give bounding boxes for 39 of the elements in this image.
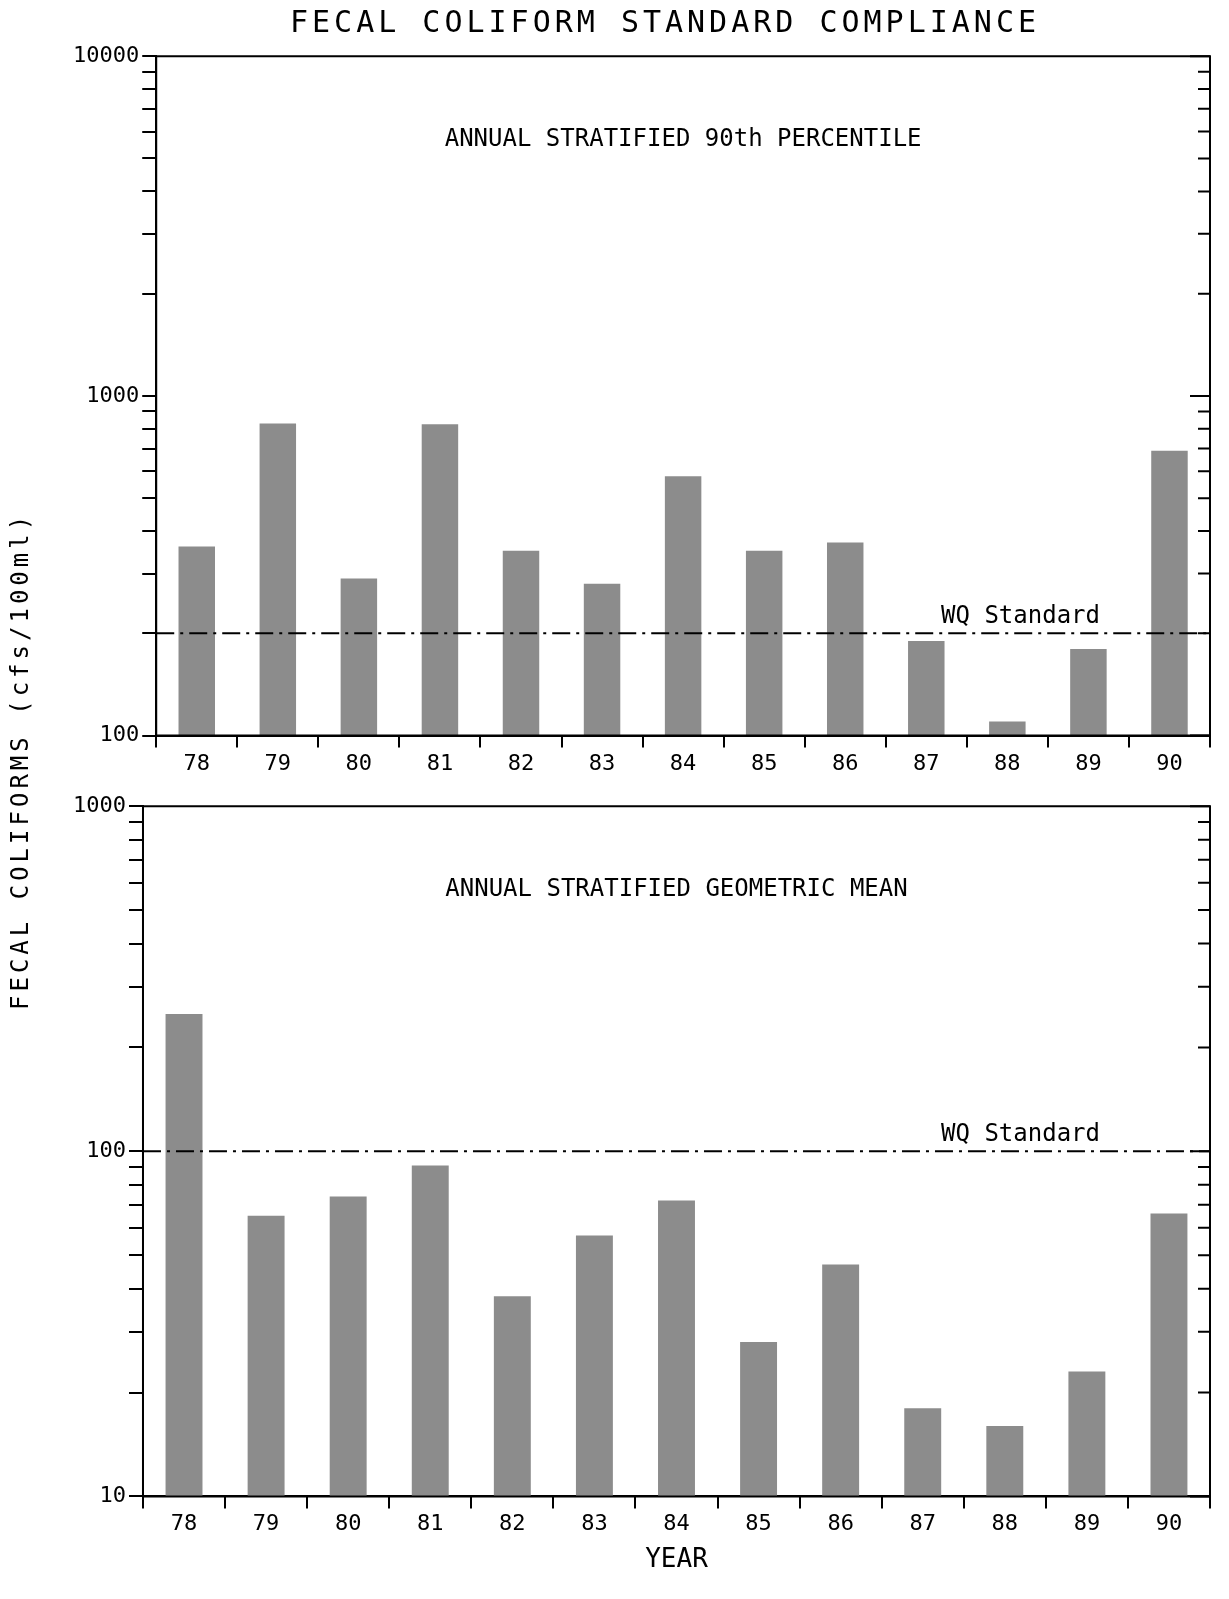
x-axis-title: YEAR bbox=[645, 1543, 709, 1574]
x-tick-label: 86 bbox=[831, 749, 859, 775]
y-tick-label: 1000 bbox=[86, 381, 140, 407]
x-tick-label: 88 bbox=[991, 1510, 1019, 1536]
x-tick-label: 84 bbox=[663, 1510, 690, 1536]
x-tick-label: 84 bbox=[669, 749, 697, 775]
x-tick-label: 79 bbox=[252, 1510, 280, 1536]
y-tick-label: 10000 bbox=[72, 41, 140, 67]
y-tick-label: 100 bbox=[86, 1137, 126, 1163]
x-tick-label: 81 bbox=[426, 749, 454, 775]
x-tick-label: 85 bbox=[745, 1510, 772, 1536]
x-tick-label: 82 bbox=[507, 749, 535, 775]
x-tick-label: 80 bbox=[345, 749, 373, 775]
x-tick-label: 82 bbox=[499, 1510, 526, 1536]
x-tick-label: 81 bbox=[417, 1510, 444, 1536]
x-tick-label: 79 bbox=[264, 749, 292, 775]
x-tick-label: 80 bbox=[334, 1510, 362, 1536]
y-tick-label: 100 bbox=[99, 721, 140, 747]
annotation: ANNUAL STRATIFIED GEOMETRIC MEAN bbox=[445, 874, 908, 903]
x-tick-label: 90 bbox=[1155, 1510, 1183, 1536]
x-tick-label: 89 bbox=[1073, 1510, 1101, 1536]
x-tick-label: 85 bbox=[750, 749, 778, 775]
x-tick-label: 87 bbox=[913, 749, 940, 775]
x-tick-label: 86 bbox=[827, 1510, 854, 1536]
ref-line-label: WQ Standard bbox=[941, 1119, 1100, 1148]
y-tick-label: 1000 bbox=[73, 791, 126, 817]
annotation: ANNUAL STRATIFIED 90th PERCENTILE bbox=[444, 124, 922, 153]
x-tick-label: 87 bbox=[909, 1510, 936, 1536]
x-tick-label: 90 bbox=[1156, 749, 1183, 775]
chart-title: FECAL COLIFORM STANDARD COMPLIANCE bbox=[288, 4, 1042, 39]
ref-line-label: WQ Standard bbox=[941, 601, 1100, 630]
y-axis-title: FECAL COLIFORMS (cfs/100ml) bbox=[6, 511, 34, 1010]
x-tick-label: 83 bbox=[581, 1510, 608, 1536]
x-tick-label: 78 bbox=[170, 1510, 198, 1536]
x-tick-label: 78 bbox=[183, 749, 211, 775]
x-tick-label: 89 bbox=[1075, 749, 1102, 775]
x-tick-label: 88 bbox=[994, 749, 1021, 775]
x-tick-label: 83 bbox=[588, 749, 616, 775]
y-tick-label: 10 bbox=[99, 1482, 126, 1508]
